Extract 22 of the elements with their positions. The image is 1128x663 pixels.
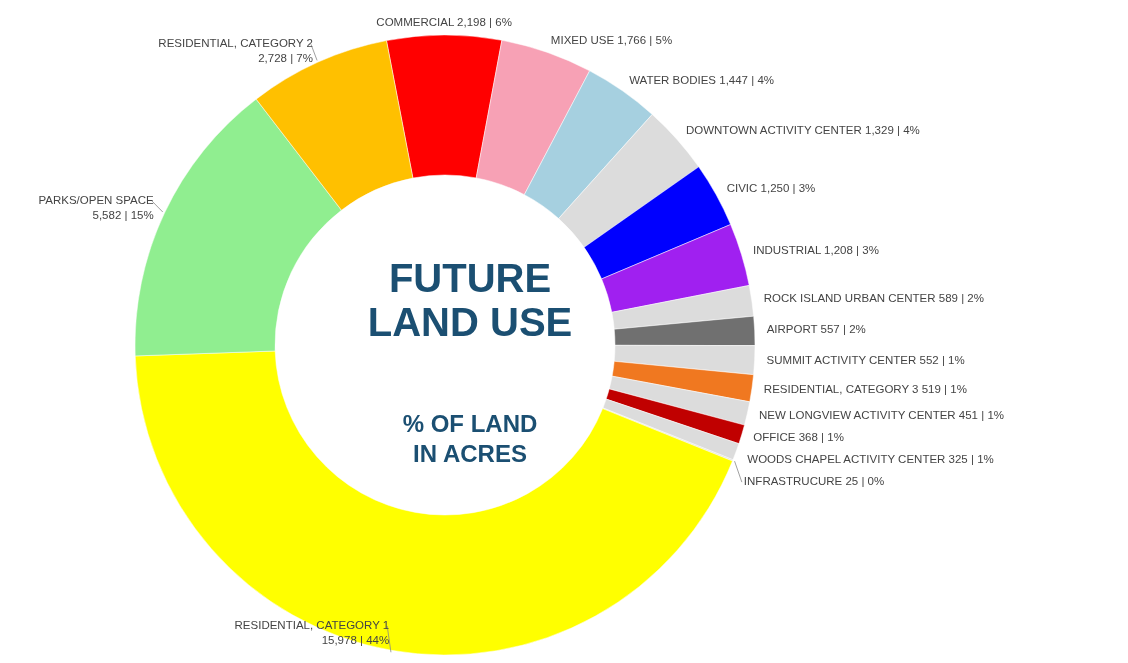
slice-label: WOODS CHAPEL ACTIVITY CENTER 325 | 1%	[747, 453, 994, 466]
slice-label: SUMMIT ACTIVITY CENTER 552 | 1%	[766, 353, 965, 366]
slice-label: COMMERCIAL 2,198 | 6%	[376, 16, 512, 28]
data-label: 2,728 | 7%	[258, 52, 313, 65]
text: FUTURE LAND USE	[367, 256, 573, 344]
slice-label: ROCK ISLAND URBAN CENTER 589 | 2%	[763, 292, 984, 305]
slice-label: OFFICE 368 | 1%	[753, 431, 844, 444]
slice-label: RESIDENTIAL, CATEGORY 1	[234, 619, 390, 631]
data-label: 15,978 | 44%	[321, 634, 390, 646]
slice-label: DOWNTOWN ACTIVITY CENTER 1,329 | 4%	[685, 124, 920, 137]
slice-label: RESIDENTIAL, CATEGORY 2	[158, 37, 313, 50]
data-label: 5,582 | 15%	[92, 208, 154, 221]
slice-label: MIXED USE 1,766 | 5%	[550, 33, 673, 46]
slice-label: CIVIC 1,250 | 3%	[726, 182, 816, 194]
slice-label: INDUSTRIAL 1,208 | 3%	[752, 243, 879, 256]
slice-label: PARKS/OPEN SPACE	[38, 193, 155, 206]
slice-label: NEW LONGVIEW ACTIVITY CENTER 451 | 1%	[759, 409, 1005, 422]
text: % OF LAND IN ACRES	[402, 410, 538, 467]
slice-label: AIRPORT 557 | 2%	[766, 323, 866, 336]
slice-label: RESIDENTIAL, CATEGORY 3 519 | 1%	[763, 382, 967, 395]
slice-label: WATER BODIES 1,447 | 4%	[629, 73, 775, 86]
slice-label: INFRASTRUCURE 25 | 0%	[743, 475, 885, 488]
